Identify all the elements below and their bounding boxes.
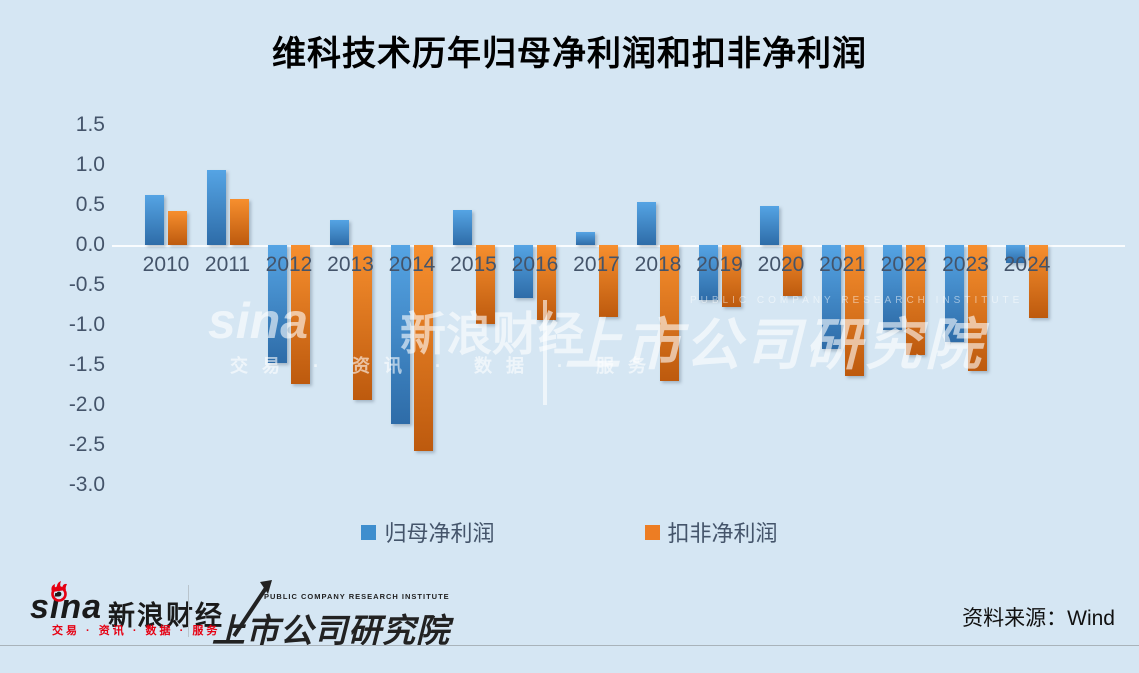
- x-tick-2011: 2011: [204, 253, 251, 276]
- bar-guimu-2016: [514, 245, 533, 298]
- bar-guimu-2013: [329, 220, 349, 245]
- x-tick-2014: 2014: [388, 253, 436, 276]
- bar-koufei-2021: [844, 245, 864, 377]
- bar-koufei-2018: [660, 245, 679, 381]
- x-tick-2017: 2017: [573, 253, 620, 276]
- sina-tagline: 交易 · 资讯 · 数据 · 服务: [52, 625, 221, 637]
- bar-guimu-2024: [1006, 245, 1025, 263]
- bar-guimu-2021: [821, 245, 841, 349]
- x-tick-2016: 2016: [511, 253, 559, 276]
- data-source: 资料来源：Wind: [962, 607, 1115, 630]
- chart-title: 维科技术历年归母净利润和扣非净利润: [272, 35, 867, 73]
- legend-swatch-blue: [361, 524, 377, 540]
- sina-flame-icon: [48, 580, 74, 607]
- bar-guimu-2020: [760, 205, 779, 245]
- bar-koufei-2013: [352, 245, 372, 401]
- zero-baseline: [112, 245, 1125, 247]
- y-tick--0.5: -0.5: [68, 273, 105, 296]
- bar-koufei-2010: [168, 210, 187, 245]
- bar-guimu-2018: [637, 201, 656, 245]
- institute-en-label: PUBLIC COMPANY RESEARCH INSTITUTE: [264, 592, 450, 601]
- y-tick--3.0: -3.0: [68, 473, 105, 496]
- institute-cn-label: 上市公司研究院: [212, 612, 450, 649]
- bar-koufei-2019: [721, 245, 741, 308]
- bar-guimu-2023: [944, 245, 964, 342]
- bar-guimu-2017: [575, 232, 595, 245]
- x-tick-2013: 2013: [327, 253, 374, 276]
- bar-guimu-2011: [206, 169, 226, 245]
- y-tick--2.5: -2.5: [68, 433, 105, 456]
- legend-label-koufei: 扣非净利润: [667, 521, 778, 546]
- bar-guimu-2014: [391, 245, 410, 425]
- bar-koufei-2024: [1029, 245, 1048, 318]
- y-tick-0.5: 0.5: [75, 193, 105, 216]
- x-tick-2020: 2020: [757, 253, 805, 276]
- x-tick-2018: 2018: [634, 253, 682, 276]
- x-tick-2010: 2010: [142, 253, 190, 276]
- footer: sina 新浪财经 交易 · 资讯 · 数据 · 服务 PUBLIC COMPA…: [0, 580, 1139, 649]
- bar-guimu-2012: [268, 245, 287, 363]
- y-tick-0.0: 0.0: [75, 233, 105, 256]
- y-tick--1.5: -1.5: [68, 353, 105, 376]
- bar-koufei-2023: [967, 245, 987, 372]
- legend-item-koufei: 扣非净利润: [644, 516, 778, 548]
- footer-rule: [0, 645, 1139, 646]
- x-tick-2015: 2015: [450, 253, 497, 276]
- legend-swatch-orange: [644, 524, 660, 540]
- legend: 归母净利润 扣非净利润: [0, 516, 1139, 548]
- bar-koufei-2017: [598, 245, 618, 317]
- bar-koufei-2014: [414, 245, 433, 451]
- bar-koufei-2015: [475, 245, 495, 325]
- x-tick-2022: 2022: [880, 253, 928, 276]
- x-tick-2023: 2023: [942, 253, 989, 276]
- bar-guimu-2022: [883, 245, 902, 330]
- legend-item-guimu: 归母净利润: [361, 516, 495, 548]
- x-tick-2012: 2012: [265, 253, 313, 276]
- sina-logo: sina: [30, 581, 102, 627]
- y-tick-1.0: 1.0: [75, 153, 105, 176]
- bar-koufei-2020: [783, 245, 802, 297]
- sina-finance-label: 新浪财经: [108, 601, 224, 631]
- bar-koufei-2012: [291, 245, 310, 385]
- legend-label-guimu: 归母净利润: [384, 521, 495, 546]
- bar-guimu-2019: [698, 245, 718, 301]
- x-tick-2024: 2024: [1003, 253, 1051, 276]
- y-tick--1.0: -1.0: [68, 313, 105, 336]
- bar-koufei-2011: [229, 199, 249, 245]
- bar-guimu-2010: [145, 195, 164, 245]
- y-tick-1.5: 1.5: [75, 113, 105, 136]
- plot-area: 1.5 1.0 0.5 0.0 -0.5 -1.0 -1.5 -2.0 -2.5 -3.0 201…: [68, 113, 1125, 496]
- footer-divider: [188, 585, 189, 637]
- y-tick--2.0: -2.0: [68, 393, 105, 416]
- bar-koufei-2022: [906, 245, 925, 355]
- bar-guimu-2015: [452, 209, 472, 245]
- arrow-up-icon: [226, 580, 276, 645]
- x-tick-2019: 2019: [696, 253, 743, 276]
- x-tick-2021: 2021: [819, 253, 866, 276]
- bar-koufei-2016: [537, 245, 556, 321]
